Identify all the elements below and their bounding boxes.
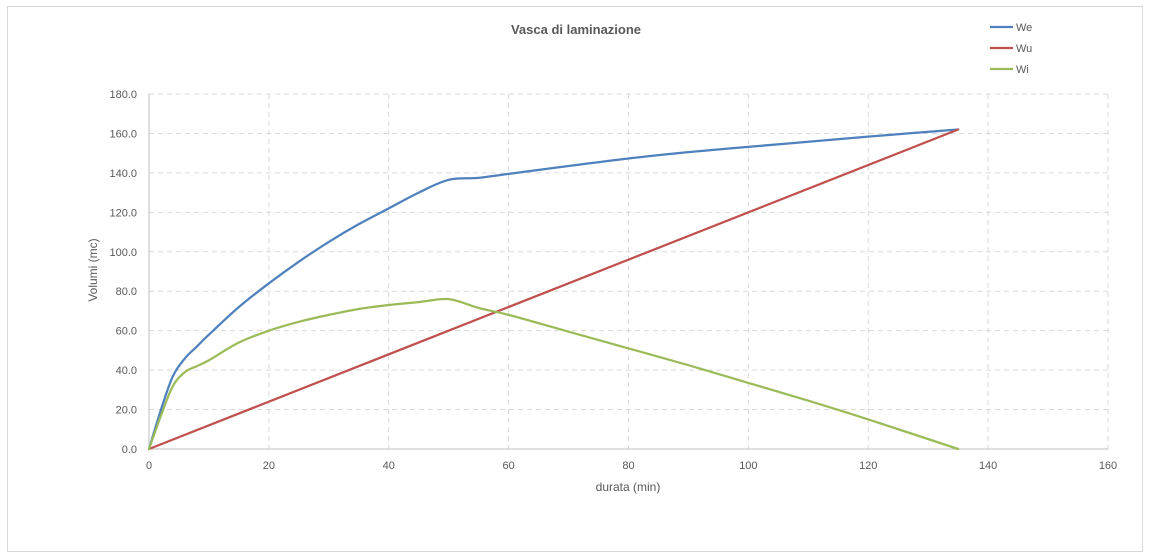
y-tick-label: 100.0 [109,247,137,259]
gridlines [149,93,1109,449]
chart-title: Vasca di laminazione [511,22,641,37]
x-tick-labels: 0 20 40 60 80 100 120 140 160 [146,460,1117,472]
x-axis-label: durata (min) [596,480,661,494]
x-tick-label: 80 [622,460,634,472]
y-tick-label: 160.0 [109,128,137,140]
y-tick-label: 140.0 [109,168,137,180]
x-tick-label: 20 [263,460,275,472]
y-tick-label: 0.0 [122,444,137,456]
legend-label-wu: Wu [1016,43,1032,55]
y-tick-label: 20.0 [116,405,137,417]
x-tick-label: 40 [383,460,395,472]
x-tick-label: 100 [739,460,757,472]
y-tick-label: 40.0 [116,365,137,377]
y-tick-label: 60.0 [116,326,137,338]
series-line-wi [147,297,960,451]
x-tick-label: 120 [859,460,877,472]
legend-label-we: We [1016,22,1032,34]
chart-frame [7,6,1143,552]
y-tick-label: 180.0 [109,89,137,101]
x-tick-label: 140 [979,460,997,472]
y-axis-label: Volumi (mc) [86,238,100,301]
legend-label-wi: Wi [1016,64,1029,76]
legend: We Wu Wi [990,22,1032,76]
x-tick-label: 0 [146,460,152,472]
series-line-wu [147,128,960,451]
x-tick-label: 160 [1099,460,1117,472]
y-tick-label: 120.0 [109,207,137,219]
x-tick-label: 60 [503,460,515,472]
series-line-we [147,128,960,451]
series-lines [147,128,960,451]
axes [148,94,1108,450]
y-tick-label: 80.0 [116,286,137,298]
y-tick-labels: 0.0 20.0 40.0 60.0 80.0 100.0 120.0 140.0 160.0 1… [109,89,137,456]
